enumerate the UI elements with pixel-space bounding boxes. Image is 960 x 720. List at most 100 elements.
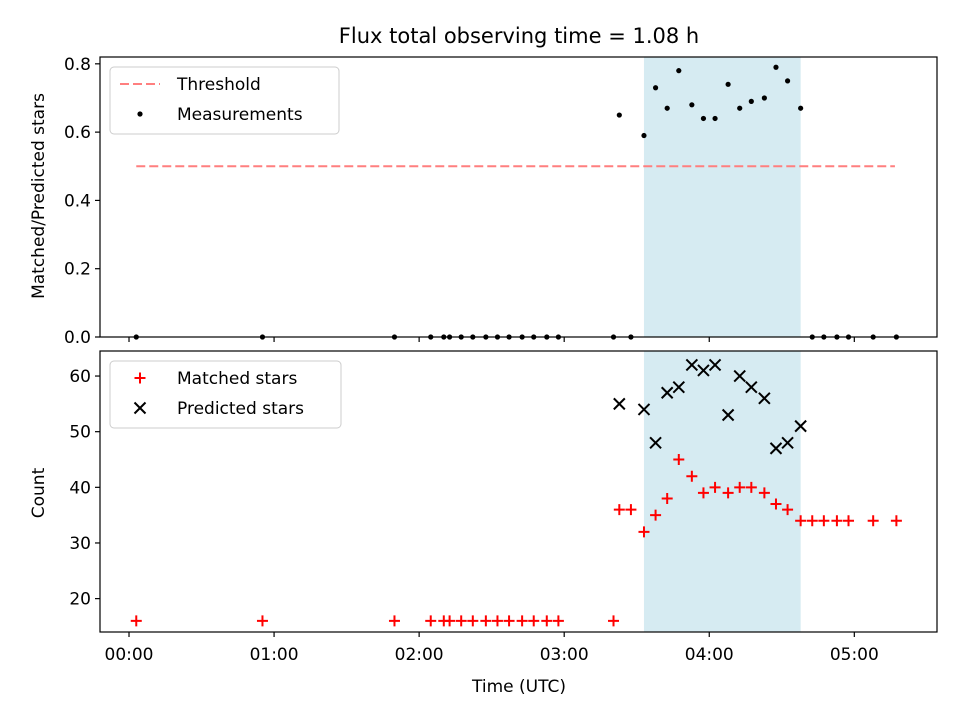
predicted-stars-point [637,403,651,416]
legend-label: Predicted stars [177,399,304,419]
predicted-stars-point [613,397,626,411]
matched-stars-point [890,515,902,527]
legend: Threshold Measurements [109,66,340,135]
matched-stars-point [552,615,564,627]
legend: Matched stars Predicted stars [109,360,342,429]
measurements-point [712,115,718,122]
measurements-point [798,105,804,111]
matched-stars-point [541,615,553,627]
x-tick-label: 00:00 [105,645,154,665]
predicted-stars-point [672,380,685,394]
x-tick-label: 01:00 [250,645,299,665]
matched-stars-point [491,615,503,627]
matched-stars-point [467,615,479,627]
top-ylabel: Matched/Predicted stars [29,93,49,299]
measurements-point [676,68,682,74]
x-tick-label: 04:00 [685,645,734,665]
predicted-stars-point [685,358,699,372]
measurements-point [725,81,731,87]
legend-box [109,360,342,429]
measurements-point [773,64,779,70]
matched-stars-point [831,515,843,527]
measurements-point [616,112,622,118]
matched-stars-point [528,615,540,627]
y-tick-label: 60 [69,367,91,387]
legend-box [109,66,340,135]
matched-stars-point [455,615,467,627]
panel-ratio: 0.0 0.2 0.4 0.6 0.8 Threshold Measurements [64,55,938,348]
predicted-stars-point [697,364,710,377]
matched-stars-point [818,515,830,527]
legend-label: Measurements [177,105,303,125]
matched-stars-point [758,487,770,499]
shaded-region [643,57,801,337]
bottom-ylabel: Count [29,467,49,518]
measurements-point [652,85,659,91]
y-tick-label: 30 [69,534,91,554]
predicted-stars-point [769,442,783,455]
matched-stars-point [613,504,625,516]
y-tick-label: 0.2 [64,260,91,280]
axes-frame [99,350,938,633]
y-tick-label: 0.8 [64,55,91,75]
y-tick-label: 40 [69,478,91,498]
panel-counts: 20 30 40 50 60 00:00 01:00 02:00 03:00 04:00 05:00… [69,350,938,665]
axes-frame [99,56,938,338]
measurements-point [689,102,695,108]
predicted-stars-point [649,436,662,450]
predicted-stars-point [781,436,794,450]
legend-marker [134,372,146,384]
matched-stars-point [608,615,620,627]
matched-stars-point [686,470,698,482]
legend-marker [137,111,143,117]
legend-label: Threshold [176,75,261,95]
matched-stars-point [388,615,400,627]
x-tick-label: 05:00 [830,645,879,665]
matched-stars-point [770,498,782,510]
matched-stars-point [795,515,807,527]
matched-stars-point [444,615,456,627]
matched-stars-point [130,615,142,627]
measurements-point [664,105,670,111]
y-tick-label: 0.4 [64,191,91,211]
matched-stars-point [806,515,818,527]
predicted-stars-point [660,386,674,399]
matched-stars-point [661,492,673,504]
measurements-point [737,105,743,111]
y-tick-label: 0.6 [64,123,91,143]
matched-stars-point [625,504,637,516]
measurements-point [748,98,754,104]
matched-stars-point [843,515,855,527]
matched-stars-point [697,487,709,499]
predicted-stars-point [733,369,746,383]
predicted-stars-point [721,408,735,422]
matched-stars-point [638,526,650,538]
xlabel: Time (UTC) [471,677,566,697]
matched-stars-point [256,615,268,627]
legend-marker [133,401,147,415]
matched-stars-point [503,615,515,627]
matched-stars-point [650,509,662,521]
matched-stars-point [673,454,685,466]
matched-stars-point [782,504,794,516]
shaded-region [643,351,801,632]
x-tick-label: 02:00 [395,645,444,665]
y-tick-label: 0.0 [64,328,91,348]
measurements-point [784,78,791,84]
matched-stars-point [734,481,746,493]
predicted-stars-point [758,392,771,405]
measurements-point [761,95,767,101]
matched-stars-point [709,481,721,493]
y-tick-label: 20 [69,590,91,610]
predicted-stars-point [708,358,722,372]
matched-stars-point [745,481,757,493]
matched-stars-point [722,487,734,499]
y-tick-label: 50 [69,423,91,443]
x-tick-label: 03:00 [540,645,589,665]
predicted-stars-point [794,419,807,433]
matched-stars-point [516,615,528,627]
matched-stars-point [480,615,492,627]
predicted-stars-point [745,380,758,394]
matched-stars-point [425,615,437,627]
